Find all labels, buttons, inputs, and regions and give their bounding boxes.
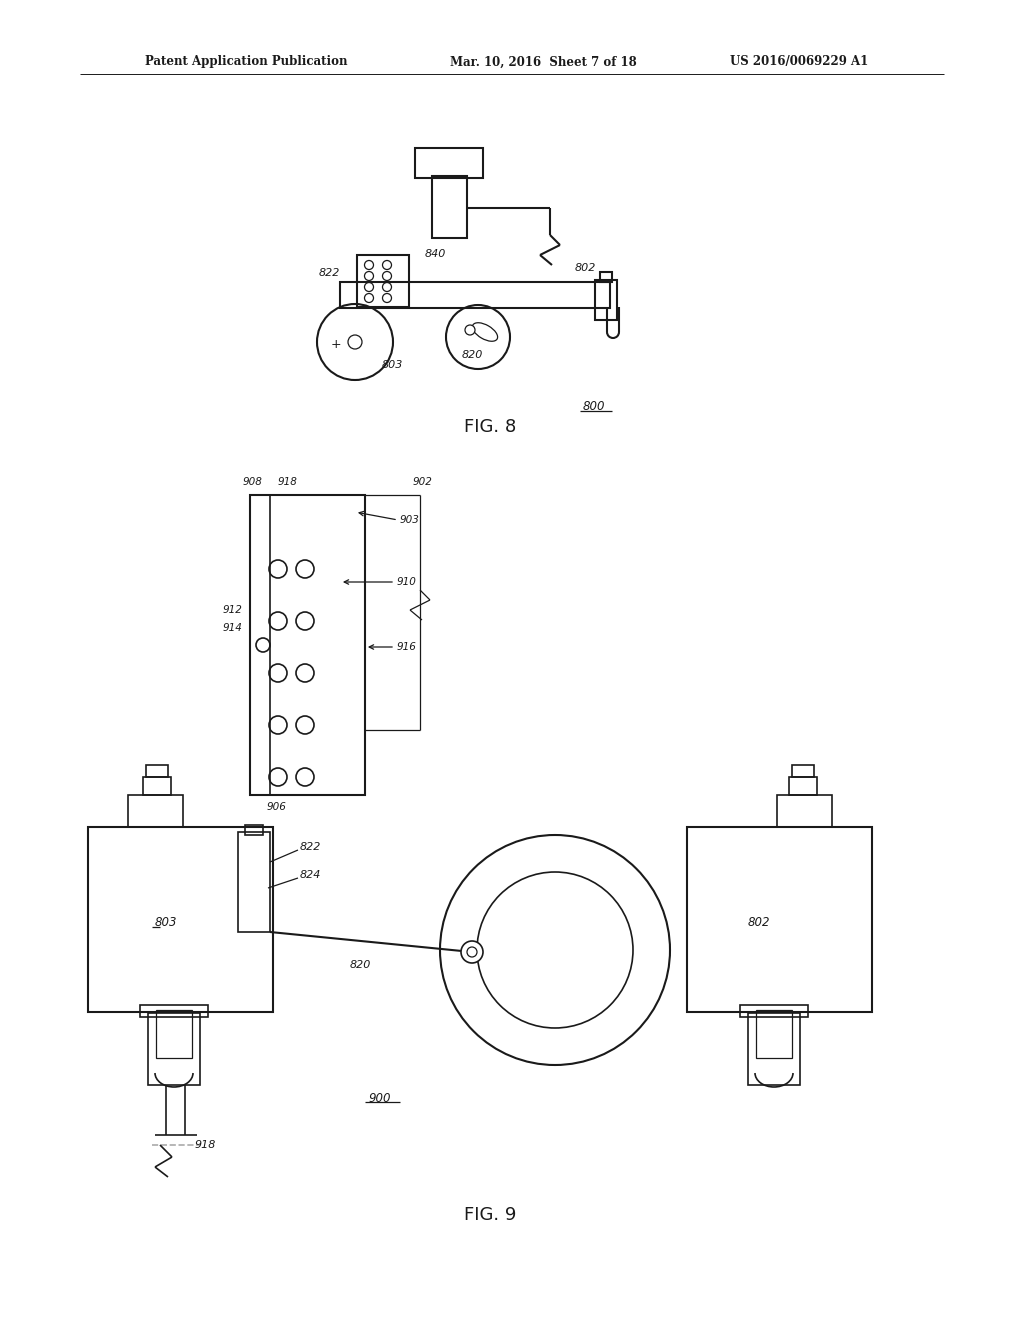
Bar — [687, 828, 872, 1012]
Text: US 2016/0069229 A1: US 2016/0069229 A1 — [730, 55, 868, 69]
Text: FIG. 9: FIG. 9 — [464, 1206, 516, 1224]
Circle shape — [467, 946, 477, 957]
Bar — [148, 1012, 200, 1085]
Text: 908: 908 — [242, 477, 262, 487]
Bar — [756, 1010, 792, 1059]
Bar — [357, 255, 409, 308]
Text: 820: 820 — [462, 350, 483, 360]
Text: 800: 800 — [583, 400, 605, 413]
Bar — [340, 282, 610, 308]
Bar — [748, 1012, 800, 1085]
Bar — [432, 176, 467, 238]
Bar — [156, 1010, 193, 1059]
Text: FIG. 8: FIG. 8 — [464, 418, 516, 436]
Bar — [790, 777, 817, 795]
Bar — [595, 280, 617, 319]
Text: 824: 824 — [300, 870, 322, 880]
Bar — [143, 777, 171, 795]
Bar — [245, 825, 263, 836]
Text: 910: 910 — [397, 577, 417, 587]
Circle shape — [461, 941, 483, 964]
Bar — [88, 828, 273, 1012]
Bar — [146, 766, 168, 777]
Text: 822: 822 — [300, 842, 322, 851]
Bar — [250, 495, 270, 795]
Bar — [128, 795, 183, 828]
Text: +: + — [331, 338, 341, 351]
Text: 912: 912 — [222, 605, 242, 615]
Bar — [415, 148, 483, 178]
Bar — [238, 832, 270, 932]
Bar — [740, 1005, 808, 1016]
Text: 914: 914 — [222, 623, 242, 634]
Text: 918: 918 — [278, 477, 298, 487]
Text: 906: 906 — [267, 803, 287, 812]
Bar — [600, 272, 612, 282]
Text: 903: 903 — [400, 515, 420, 525]
Bar — [792, 766, 814, 777]
Text: 822: 822 — [318, 268, 340, 279]
Text: 802: 802 — [575, 263, 596, 273]
Bar — [777, 795, 831, 828]
Text: 900: 900 — [368, 1092, 390, 1105]
Text: 840: 840 — [424, 249, 445, 259]
Text: 902: 902 — [413, 477, 433, 487]
Text: 820: 820 — [350, 960, 372, 970]
Text: 803: 803 — [382, 360, 403, 370]
Text: 803: 803 — [155, 916, 177, 928]
Bar — [250, 495, 365, 795]
Bar — [140, 1005, 208, 1016]
Text: 916: 916 — [397, 642, 417, 652]
Text: Patent Application Publication: Patent Application Publication — [145, 55, 347, 69]
Text: 918: 918 — [195, 1140, 216, 1150]
Text: Mar. 10, 2016  Sheet 7 of 18: Mar. 10, 2016 Sheet 7 of 18 — [450, 55, 637, 69]
Circle shape — [465, 325, 475, 335]
Text: 802: 802 — [748, 916, 770, 928]
